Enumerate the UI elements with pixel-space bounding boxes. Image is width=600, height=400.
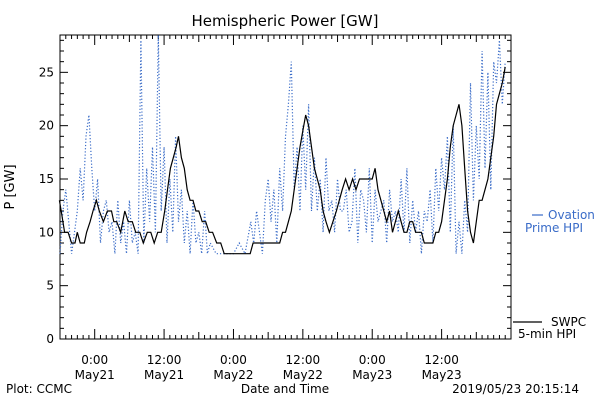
x-tick-time-label: 0:00 <box>81 353 108 367</box>
legend-swpc-label-1: SWPC <box>551 315 586 329</box>
x-tick-time-label: 0:00 <box>359 353 386 367</box>
x-tick-time-label: 12:00 <box>147 353 182 367</box>
x-axis: 0:00May2112:00May210:00May2212:00May220:… <box>59 35 512 382</box>
x-tick-time-label: 12:00 <box>424 353 459 367</box>
legend-ovation-label-1: Ovation <box>548 208 595 222</box>
y-tick-label: 25 <box>39 65 54 79</box>
series-line-ovation <box>59 34 506 256</box>
legend: Ovation Prime HPI SWPC 5-min HPI <box>513 208 595 341</box>
x-tick-date-label: May22 <box>283 368 323 382</box>
x-tick-date-label: May23 <box>422 368 462 382</box>
y-tick-label: 10 <box>39 225 54 239</box>
x-tick-time-label: 0:00 <box>220 353 247 367</box>
x-tick-date-label: May22 <box>213 368 253 382</box>
x-axis-label: Date and Time <box>241 382 329 396</box>
footer-timestamp: 2019/05/23 20:15:14 <box>452 382 579 396</box>
chart-title: Hemispheric Power [GW] <box>192 12 379 30</box>
y-tick-label: 5 <box>46 279 54 293</box>
y-tick-label: 15 <box>39 172 54 186</box>
legend-swpc-label-2: 5-min HPI <box>518 327 576 341</box>
x-tick-date-label: May23 <box>352 368 392 382</box>
x-tick-date-label: May21 <box>75 368 115 382</box>
footer-credit: Plot: CCMC <box>6 382 72 396</box>
series-layer <box>58 34 506 256</box>
y-tick-label: 0 <box>46 332 54 346</box>
y-axis: 0 5 10 15 20 25 <box>39 39 511 346</box>
y-tick-label: 20 <box>39 119 54 133</box>
legend-ovation-label-2: Prime HPI <box>525 221 583 235</box>
y-axis-label: P [GW] <box>3 164 18 209</box>
series-line-swpc <box>58 66 506 255</box>
plot-frame <box>59 34 512 340</box>
x-tick-time-label: 12:00 <box>286 353 321 367</box>
x-tick-date-label: May21 <box>144 368 184 382</box>
